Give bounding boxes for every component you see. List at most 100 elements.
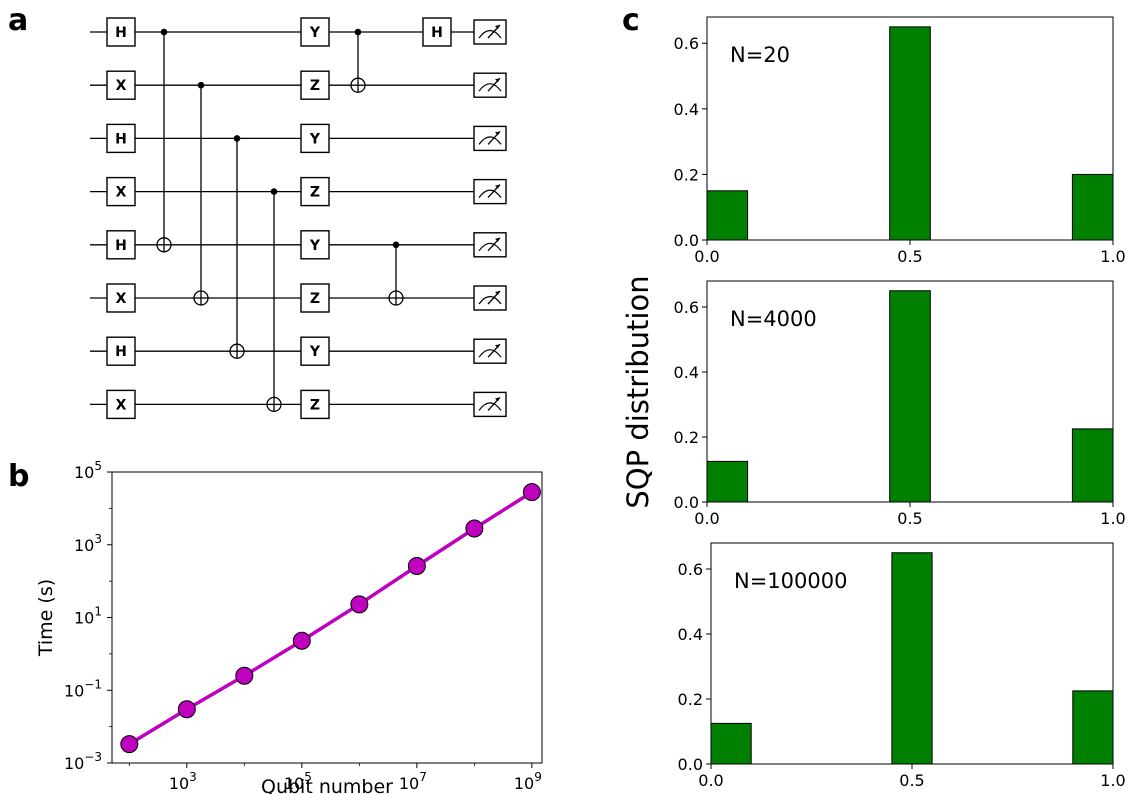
gate-box — [106, 123, 136, 154]
gate-box — [300, 70, 330, 100]
gate-box — [106, 230, 136, 260]
x-tick-label: 105 — [284, 770, 312, 793]
tick-exponent: 3 — [189, 770, 197, 784]
histogram-2: 0.0 0.5 1.0 0.0 0.2 0.4 0.6 N=4000 — [674, 280, 1126, 528]
panel-label-c: c — [622, 3, 640, 38]
x-tick-label: 0.0 — [698, 771, 723, 790]
x-tick-label: 0.0 — [694, 247, 719, 266]
x-tick-label: 107 — [399, 770, 427, 793]
data-point — [350, 595, 369, 614]
quantum-circuit-diagram: H X H X H X H X Y Z Y Z Y Z Y Z H — [90, 17, 507, 420]
tick-base: 10 — [169, 774, 189, 793]
data-point — [177, 700, 196, 719]
gate-box — [300, 283, 330, 313]
histogram-bar — [706, 190, 749, 241]
tick-exponent: 1 — [94, 605, 102, 619]
gate-label: X — [116, 78, 127, 94]
measurement-meter-icon — [473, 338, 507, 364]
y-tick-label: 0.0 — [674, 231, 699, 250]
tick-base: 10 — [514, 774, 534, 793]
gate-label: Y — [309, 238, 321, 254]
gate-label: Y — [309, 25, 321, 41]
y-tick-label: 105 — [74, 459, 102, 482]
histogram-bar — [1071, 173, 1114, 241]
data-point — [465, 519, 484, 538]
cnot-control-dot — [354, 28, 362, 36]
x-tick-label: 1.0 — [1100, 509, 1125, 528]
tick-exponent: −1 — [84, 677, 102, 691]
tick-exponent: 5 — [304, 770, 312, 784]
gate-label: X — [116, 291, 127, 307]
y-tick-label: 0.0 — [674, 493, 699, 512]
tick-base: 10 — [74, 463, 94, 482]
gate-box — [106, 176, 136, 207]
histogram-bar — [889, 290, 931, 503]
histogram-1: 0.0 0.5 1.0 0.0 0.2 0.4 0.6 N=20 — [674, 16, 1126, 266]
measurement-meter-icon — [473, 72, 507, 98]
panel-label-b: b — [8, 459, 29, 494]
tick-exponent: 9 — [534, 770, 542, 784]
data-point — [407, 557, 426, 576]
plot-c-y-axis-label: SQP distribution — [621, 275, 655, 508]
x-tick-label: 0.5 — [897, 247, 922, 266]
cnot-control-dot — [233, 135, 241, 142]
gate-box — [300, 230, 330, 260]
data-point — [292, 631, 311, 650]
measurement-meter-icon — [473, 232, 507, 258]
y-tick-label: 0.6 — [678, 560, 703, 579]
x-tick-label: 0.5 — [899, 771, 924, 790]
x-tick-label: 0.5 — [897, 509, 922, 528]
gate-box — [300, 176, 330, 207]
cnot-control-dot — [392, 241, 400, 249]
data-point — [235, 666, 254, 685]
histogram-bar — [891, 552, 933, 765]
x-tick-label: 109 — [514, 770, 542, 793]
y-tick-label: 0.2 — [674, 428, 699, 447]
histogram-annotation: N=100000 — [734, 569, 847, 593]
gate-box — [106, 336, 136, 366]
y-tick-label: 0.4 — [674, 100, 699, 119]
tick-base: 10 — [64, 754, 84, 773]
gate-box — [300, 17, 330, 47]
y-tick-label: 0.6 — [674, 298, 699, 317]
gate-box — [106, 283, 136, 313]
sqp-distribution-histograms: 0.0 0.5 1.0 0.0 0.2 0.4 0.6 N=20 0.0 0.5 1.0 0.0 0.2… — [674, 16, 1126, 790]
gate-box — [106, 389, 136, 420]
tick-base: 10 — [74, 536, 94, 555]
gate-label: H — [115, 344, 127, 360]
cnot-control-dot — [197, 81, 205, 89]
gate-box — [300, 389, 330, 420]
plot-b-frame — [111, 471, 543, 764]
histogram-bar — [706, 460, 749, 503]
x-tick-label: 1.0 — [1100, 771, 1125, 790]
y-tick-label: 0.6 — [674, 34, 699, 53]
y-tick-label: 0.0 — [678, 755, 703, 774]
histogram-annotation: N=4000 — [730, 307, 817, 331]
gate-box — [106, 17, 136, 47]
tick-base: 10 — [284, 774, 304, 793]
cnot-control-dot — [160, 28, 168, 36]
tick-exponent: −3 — [84, 750, 102, 764]
tick-exponent: 7 — [419, 770, 427, 784]
gate-label: Z — [310, 397, 320, 413]
gate-box — [300, 336, 330, 366]
measurement-meter-icon — [473, 391, 507, 418]
gate-label: H — [115, 131, 127, 147]
gate-label: X — [116, 397, 127, 413]
gate-label: H — [115, 25, 127, 41]
gate-label: Y — [309, 131, 321, 147]
data-point — [120, 735, 139, 754]
plot-b-x-ticks: 103 105 107 109 — [128, 763, 542, 793]
y-tick-label: 0.2 — [674, 165, 699, 184]
y-tick-label: 0.4 — [678, 625, 703, 644]
y-tick-label: 103 — [74, 532, 102, 555]
gate-label: Y — [309, 344, 321, 360]
histogram-bar — [889, 26, 931, 241]
tick-exponent: 5 — [94, 459, 102, 473]
gate-box — [300, 123, 330, 154]
gate-box — [106, 70, 136, 100]
gate-box — [422, 17, 452, 47]
y-tick-label: 10−1 — [64, 677, 102, 700]
plot-b-points — [120, 483, 541, 754]
